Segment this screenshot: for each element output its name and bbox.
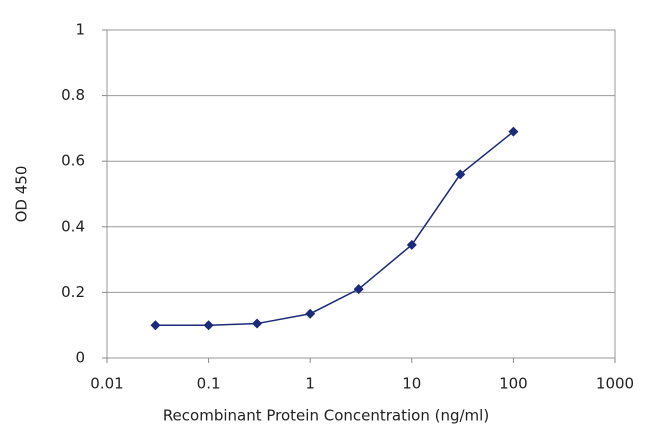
- y-tick-label: 0.4: [61, 217, 85, 235]
- data-point: [203, 320, 214, 331]
- data-point: [406, 239, 417, 250]
- y-tick-label: 1: [75, 21, 85, 39]
- plot-area: [106, 29, 616, 359]
- data-point: [455, 169, 466, 180]
- series-line: [155, 131, 514, 326]
- y-tick-label: 0.6: [61, 152, 85, 170]
- x-tick-label: 0.01: [90, 375, 123, 393]
- data-point: [508, 126, 519, 137]
- y-tick-label: 0.2: [61, 283, 85, 301]
- y-tick-label: 0: [75, 349, 85, 367]
- x-tick-label: 0.1: [197, 375, 221, 393]
- x-tick-label: 1000: [596, 375, 634, 393]
- data-point: [305, 308, 316, 319]
- x-tick-label: 10: [402, 375, 421, 393]
- data-point: [353, 284, 364, 295]
- x-tick-label: 100: [499, 375, 528, 393]
- y-axis-label: OD 450: [13, 166, 31, 223]
- data-point: [150, 320, 161, 331]
- y-tick-label: 0.8: [61, 86, 85, 104]
- x-tick-label: 1: [305, 375, 315, 393]
- x-axis-label: Recombinant Protein Concentration (ng/ml…: [163, 407, 489, 425]
- data-point: [252, 318, 263, 329]
